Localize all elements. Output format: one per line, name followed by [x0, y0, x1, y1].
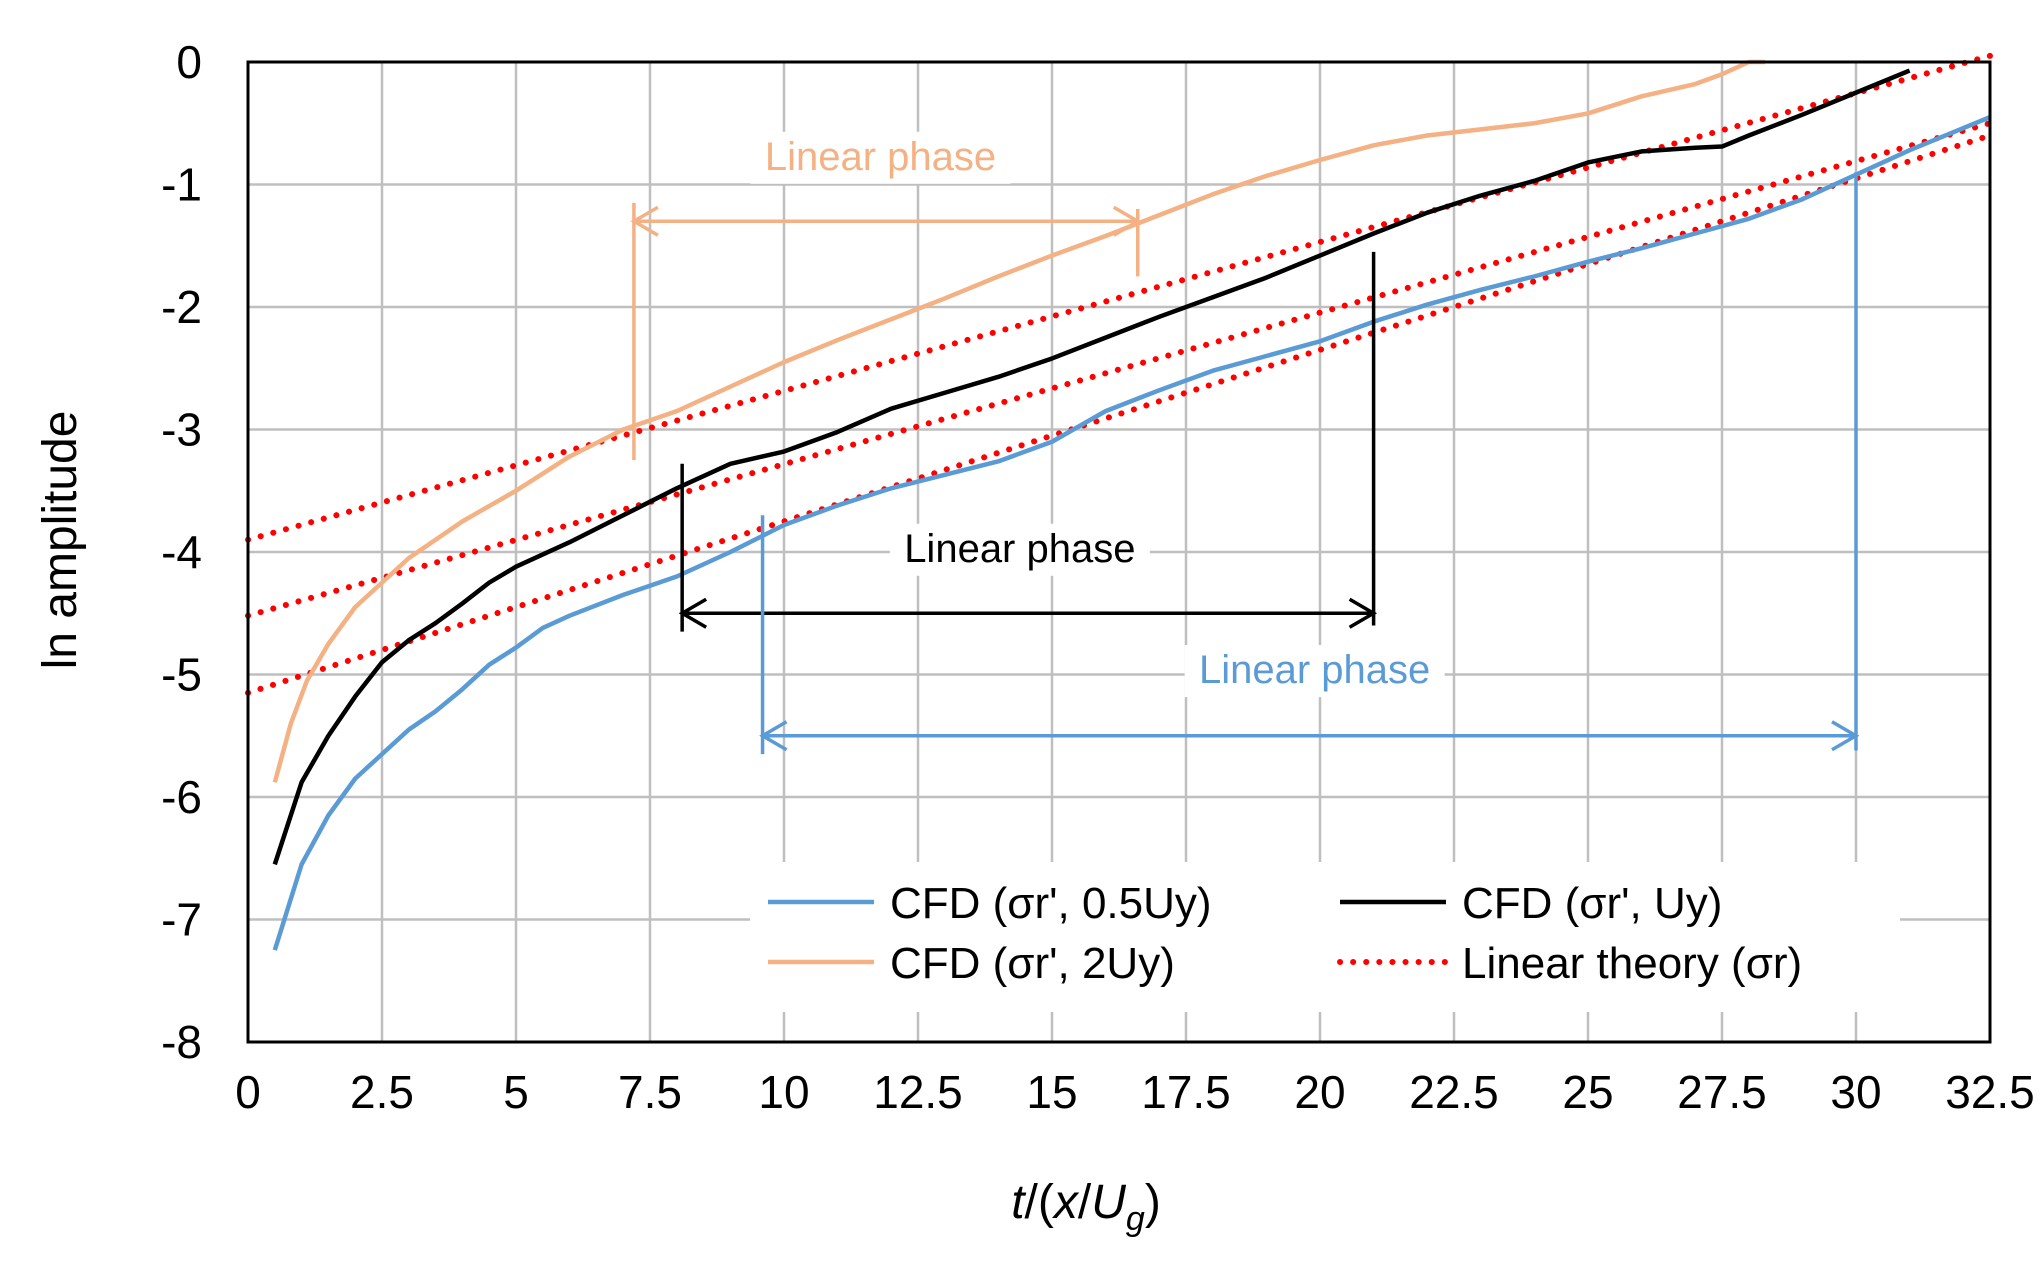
x-label-close: ): [1145, 1176, 1161, 1229]
arrow-right-icon: [1831, 720, 1860, 752]
x-tick-label: 2.5: [350, 1066, 414, 1118]
x-tick-label: 5: [503, 1066, 529, 1118]
y-tick-label: -2: [161, 281, 202, 333]
legend-label: CFD (σr', Uy): [1462, 879, 1722, 928]
linear-phase-annotation-a1: Linear phase: [678, 251, 1378, 632]
phase-label-background: [750, 131, 1011, 184]
phase-label-background: [889, 523, 1150, 576]
legend-label: CFD (σr', 2Uy): [890, 939, 1175, 988]
x-tick-label: 10: [758, 1066, 809, 1118]
y-tick-label: -4: [161, 526, 202, 578]
legend-label: Linear theory (σr): [1462, 939, 1802, 988]
arrow-left-icon: [630, 205, 659, 237]
series-line-linear-theory-3: [245, 132, 1993, 696]
arrow-right-icon: [1348, 597, 1378, 629]
x-label-sub: g: [1126, 1200, 1145, 1238]
legend-label: CFD (σr', 0.5Uy): [890, 879, 1212, 928]
y-tick-label: -7: [161, 894, 202, 946]
arrow-right-icon: [1112, 205, 1142, 237]
legend-box: [750, 862, 1900, 1012]
arrow-left-icon: [678, 597, 708, 629]
plot-frame: [246, 60, 1992, 1044]
x-tick-label: 20: [1294, 1066, 1345, 1118]
x-tick-label: 7.5: [618, 1066, 682, 1118]
x-label-x: x: [1052, 1176, 1080, 1229]
legend: CFD (σr', 0.5Uy) CFD (σr', Uy) CFD (σr', 2…: [750, 862, 1900, 1012]
series-line-s2: [272, 59, 1765, 783]
x-tick-label: 32.5: [1945, 1066, 2035, 1118]
x-label-slash: /: [1078, 1176, 1092, 1229]
linear-phase-annotation-a2: Linear phase: [630, 131, 1142, 461]
y-axis-label: ln amplitude: [34, 411, 87, 670]
series-layer: [245, 52, 1993, 951]
series-line-s05: [272, 115, 1991, 951]
x-label-u: U: [1091, 1176, 1126, 1229]
legend-entry-s2: CFD (σr', 2Uy): [768, 939, 1175, 988]
x-axis-label: t/(x/Ug): [1011, 1176, 1161, 1238]
y-tick-label: -1: [161, 159, 202, 211]
series-line-linear-theory-2: [245, 120, 1993, 619]
x-label-t: t: [1011, 1176, 1026, 1229]
annotation-layer: Linear phase Linear phase Linear phase: [630, 131, 1860, 755]
y-tick-label: -5: [161, 649, 202, 701]
x-tick-label: 27.5: [1677, 1066, 1767, 1118]
legend-entry-s05: CFD (σr', 0.5Uy): [768, 879, 1212, 928]
x-label-mid: /(: [1025, 1176, 1054, 1229]
x-tick-label: 25: [1562, 1066, 1613, 1118]
y-tick-labels: 0 -1 -2 -3 -4 -5 -6 -7 -8: [161, 36, 202, 1068]
phase-label: Linear phase: [765, 135, 996, 179]
x-tick-label: 0: [235, 1066, 261, 1118]
x-tick-label: 22.5: [1409, 1066, 1499, 1118]
y-tick-label: -6: [161, 771, 202, 823]
y-tick-label: 0: [176, 36, 202, 88]
series-line-s1: [272, 68, 1911, 866]
series-line-linear-theory-1: [245, 52, 1993, 543]
arrow-left-icon: [759, 720, 788, 752]
y-tick-label: -8: [161, 1016, 202, 1068]
y-tick-label: -3: [161, 404, 202, 456]
x-tick-label: 17.5: [1141, 1066, 1231, 1118]
x-tick-label: 15: [1026, 1066, 1077, 1118]
phase-label: Linear phase: [1199, 648, 1430, 692]
legend-entry-lt: Linear theory (σr): [1337, 939, 1802, 988]
phase-label: Linear phase: [904, 527, 1135, 571]
x-tick-label: 30: [1830, 1066, 1881, 1118]
linear-phase-annotation-a05: Linear phase: [759, 172, 1860, 755]
x-tick-labels: 0 2.5 5 7.5 10 12.5 15 17.5 20 22.5 25 27.5 30 32.5: [235, 1066, 2035, 1118]
phase-label-background: [1184, 645, 1445, 698]
x-tick-label: 12.5: [873, 1066, 963, 1118]
legend-entry-s1: CFD (σr', Uy): [1340, 879, 1722, 928]
